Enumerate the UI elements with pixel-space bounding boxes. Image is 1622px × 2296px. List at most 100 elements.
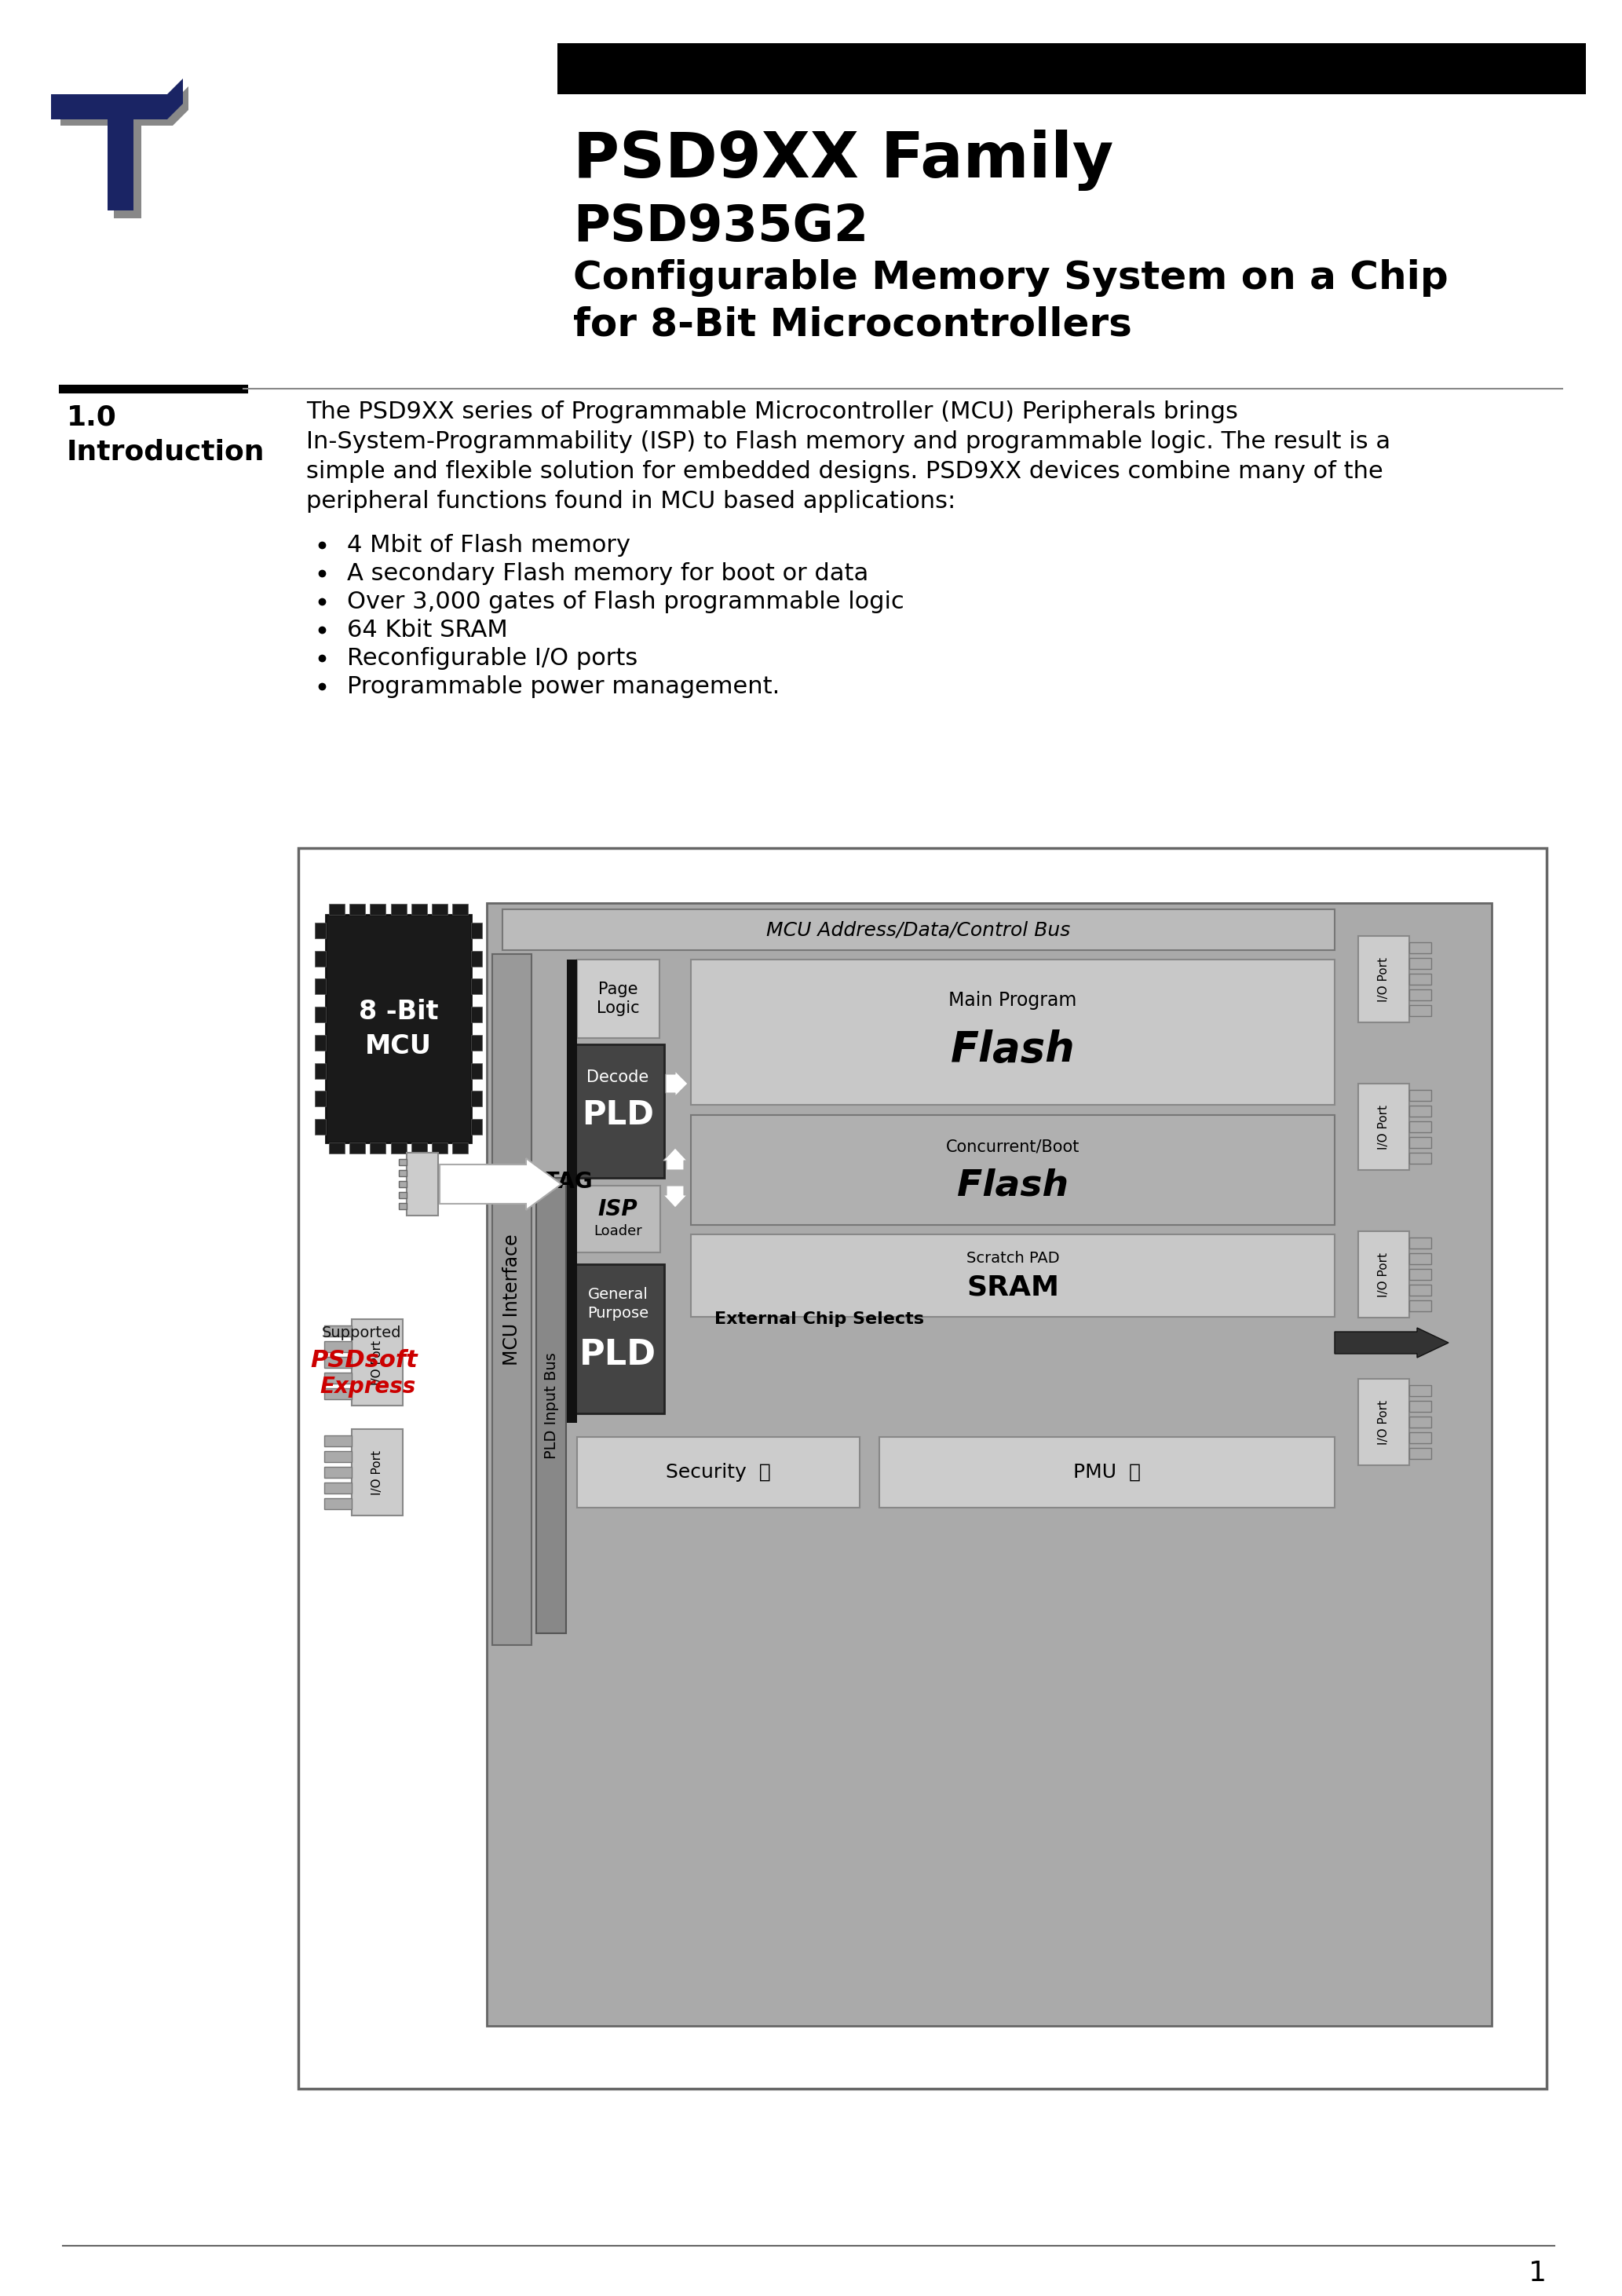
Bar — [1410, 1401, 1431, 1412]
Bar — [1410, 1120, 1431, 1132]
Text: 1: 1 — [1528, 2259, 1547, 2287]
Text: External Chip Selects: External Chip Selects — [714, 1311, 925, 1327]
Bar — [410, 905, 427, 914]
Text: I/O Port: I/O Port — [1377, 1251, 1388, 1297]
Bar — [491, 955, 532, 1644]
Bar — [691, 1235, 1335, 1318]
Bar — [1410, 1254, 1431, 1265]
Text: Security  🔒: Security 🔒 — [667, 1463, 770, 1481]
Text: Reconfigurable I/O ports: Reconfigurable I/O ports — [347, 647, 637, 670]
Bar — [470, 951, 482, 967]
Bar — [349, 905, 365, 914]
Bar — [399, 1203, 407, 1210]
Text: SRAM: SRAM — [967, 1274, 1059, 1302]
Bar — [399, 1171, 407, 1176]
Bar — [1358, 1231, 1410, 1318]
Bar — [453, 905, 467, 914]
Bar — [1410, 1137, 1431, 1148]
Bar — [470, 1063, 482, 1079]
Bar — [324, 1341, 352, 1352]
Bar — [470, 1091, 482, 1107]
Polygon shape — [50, 78, 183, 211]
Text: PLD: PLD — [582, 1097, 654, 1132]
Bar — [566, 960, 577, 1424]
Text: Purpose: Purpose — [587, 1306, 649, 1320]
Bar — [1410, 1449, 1431, 1458]
Bar — [315, 1006, 326, 1022]
Bar — [1358, 937, 1410, 1022]
Text: MCU: MCU — [365, 1033, 431, 1058]
Text: Loader: Loader — [594, 1224, 642, 1238]
Text: 64 Kbit SRAM: 64 Kbit SRAM — [347, 618, 508, 641]
Text: Supported: Supported — [321, 1325, 402, 1341]
Bar — [324, 1325, 352, 1336]
Bar — [391, 905, 406, 914]
Text: 4 Mbit of Flash memory: 4 Mbit of Flash memory — [347, 535, 631, 556]
Text: peripheral functions found in MCU based applications:: peripheral functions found in MCU based … — [307, 489, 955, 512]
Bar — [315, 1063, 326, 1079]
Bar — [349, 1143, 365, 1153]
Bar — [399, 1159, 407, 1166]
Text: I/O Port: I/O Port — [371, 1449, 383, 1495]
Bar — [431, 905, 448, 914]
FancyArrow shape — [440, 1157, 561, 1210]
Bar — [315, 1118, 326, 1134]
Bar — [315, 923, 326, 939]
Text: PSD9XX Family: PSD9XX Family — [573, 129, 1114, 191]
Bar — [324, 1499, 352, 1508]
Text: I/O Port: I/O Port — [1377, 1104, 1388, 1150]
Bar — [1410, 1384, 1431, 1396]
Text: MCU Address/Data/Control Bus: MCU Address/Data/Control Bus — [767, 921, 1071, 939]
Text: In-System-Programmability (ISP) to Flash memory and programmable logic. The resu: In-System-Programmability (ISP) to Flash… — [307, 429, 1390, 452]
Bar — [691, 1116, 1335, 1226]
FancyArrow shape — [663, 1148, 688, 1171]
Text: ISP via JTAG: ISP via JTAG — [444, 1171, 592, 1192]
Text: The PSD9XX series of Programmable Microcontroller (MCU) Peripherals brings: The PSD9XX series of Programmable Microc… — [307, 400, 1238, 422]
Bar — [577, 960, 660, 1038]
Bar — [1410, 1433, 1431, 1444]
Text: Scratch PAD: Scratch PAD — [967, 1251, 1059, 1265]
Bar — [391, 1143, 406, 1153]
Bar — [1410, 974, 1431, 985]
Text: Flash: Flash — [950, 1029, 1075, 1070]
Text: Decode: Decode — [587, 1070, 649, 1086]
Text: Programmable power management.: Programmable power management. — [347, 675, 780, 698]
Text: Logic: Logic — [597, 1001, 639, 1017]
FancyArrow shape — [665, 1070, 688, 1095]
Bar — [315, 951, 326, 967]
Text: Configurable Memory System on a Chip: Configurable Memory System on a Chip — [573, 259, 1448, 296]
Bar — [503, 909, 1335, 951]
Bar — [558, 44, 1586, 94]
Bar — [453, 1143, 467, 1153]
Bar — [1358, 1084, 1410, 1171]
Text: Express: Express — [320, 1375, 415, 1398]
Bar — [470, 1035, 482, 1052]
Bar — [324, 1373, 352, 1384]
Text: Page: Page — [599, 980, 637, 996]
Text: MCU Interface: MCU Interface — [503, 1233, 521, 1366]
Text: PMU  🧂: PMU 🧂 — [1074, 1463, 1140, 1481]
Bar — [1410, 1300, 1431, 1311]
Bar — [324, 1389, 352, 1398]
Bar — [329, 1143, 344, 1153]
Bar — [470, 1118, 482, 1134]
Bar — [352, 1320, 402, 1405]
Bar — [370, 905, 386, 914]
Bar — [1410, 1417, 1431, 1428]
Text: A secondary Flash memory for boot or data: A secondary Flash memory for boot or dat… — [347, 563, 868, 585]
Text: I/O Port: I/O Port — [371, 1341, 383, 1384]
Text: Main Program: Main Program — [949, 992, 1077, 1010]
Bar — [1410, 1238, 1431, 1249]
Text: PSDsoft: PSDsoft — [310, 1350, 417, 1371]
Bar — [879, 1437, 1335, 1508]
Text: Concurrent/Boot: Concurrent/Boot — [946, 1139, 1080, 1155]
Bar — [1358, 1380, 1410, 1465]
Bar — [1410, 957, 1431, 969]
Bar — [691, 960, 1335, 1104]
Text: I/O Port: I/O Port — [1377, 1401, 1388, 1444]
FancyArrow shape — [1335, 1327, 1448, 1357]
Bar — [298, 847, 1547, 2089]
Text: for 8-Bit Microcontrollers: for 8-Bit Microcontrollers — [573, 305, 1132, 344]
Bar — [324, 1467, 352, 1479]
Bar — [370, 1143, 386, 1153]
